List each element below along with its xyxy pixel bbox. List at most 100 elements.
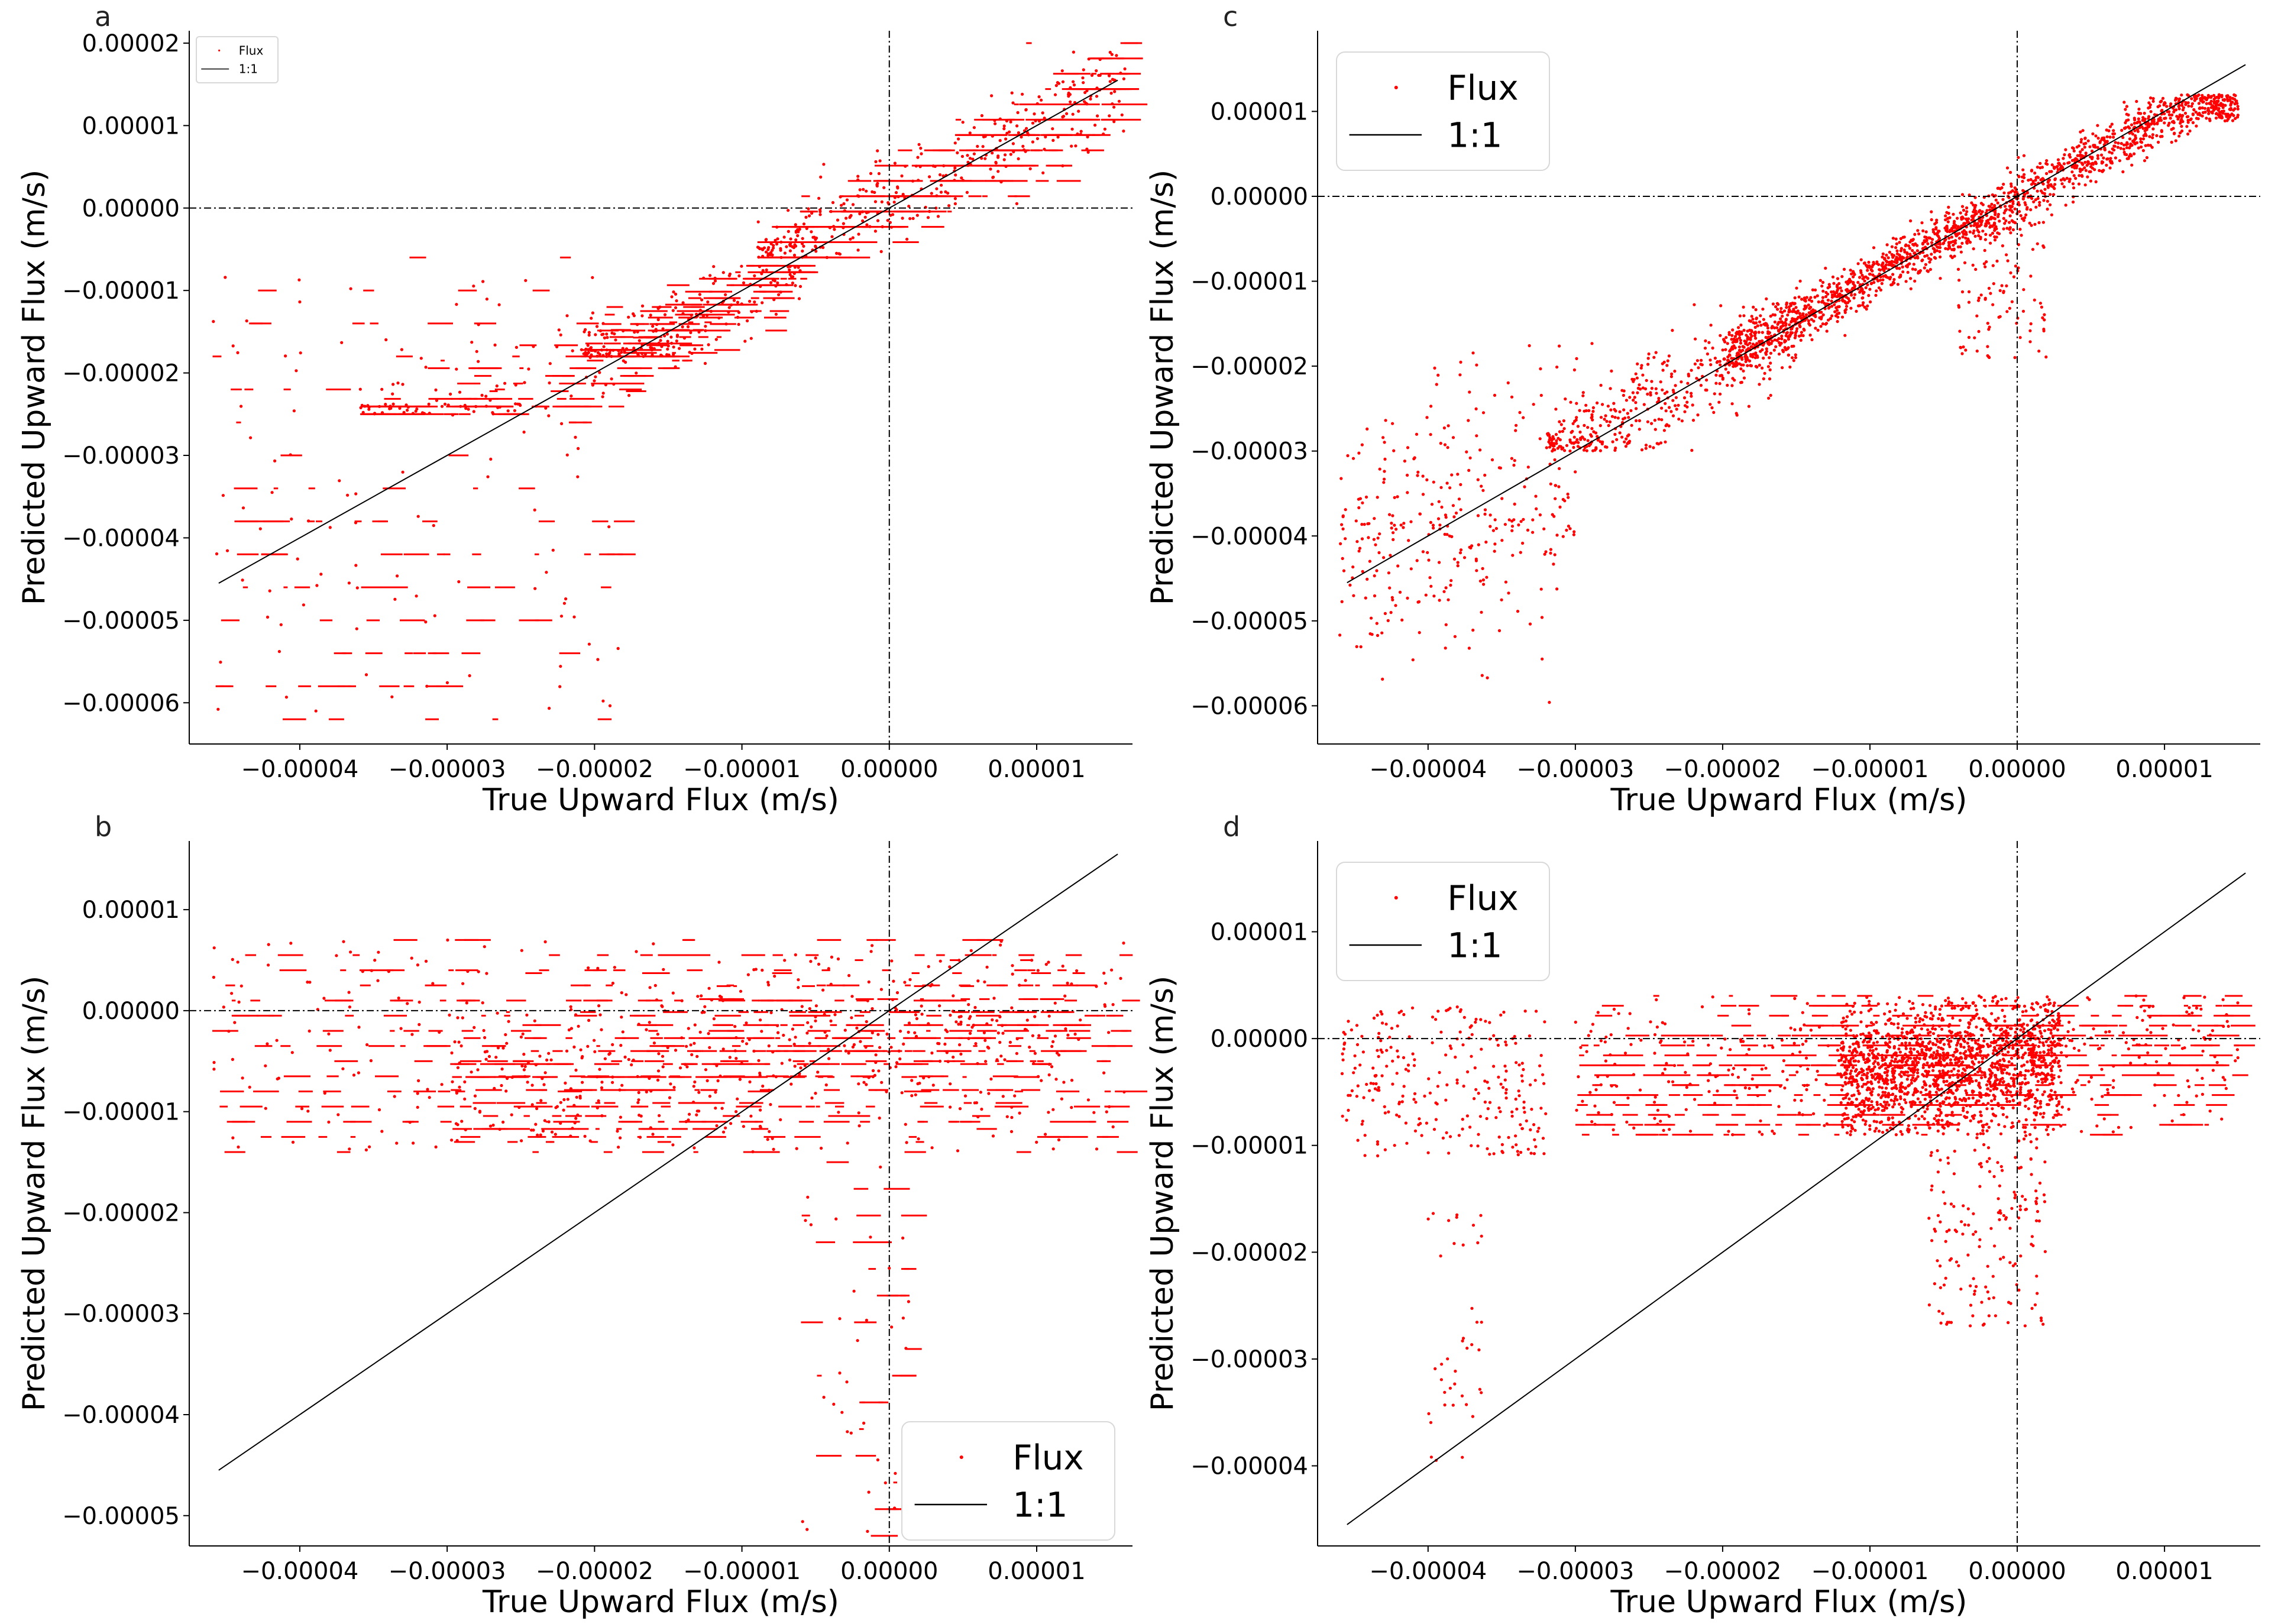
flux-point <box>858 1030 885 1032</box>
legend-flux-label: Flux <box>1012 1437 1084 1477</box>
flux-point <box>709 290 732 293</box>
flux-point <box>308 1029 311 1033</box>
flux-point <box>807 1030 831 1032</box>
flux-point <box>873 1050 885 1052</box>
flux-point <box>2038 200 2041 204</box>
flux-point <box>590 1141 598 1143</box>
flux-point <box>2102 156 2105 160</box>
flux-point <box>1647 352 1651 356</box>
flux-point <box>574 1013 578 1017</box>
flux-point <box>504 1033 507 1037</box>
flux-point <box>701 1121 728 1123</box>
flux-point <box>2040 177 2044 181</box>
flux-point <box>1664 440 1667 444</box>
flux-point <box>935 187 939 190</box>
flux-point <box>863 1045 873 1047</box>
flux-point <box>468 367 475 370</box>
flux-point <box>2073 166 2076 170</box>
flux-point <box>937 1042 941 1046</box>
flux-point <box>543 940 547 944</box>
flux-point <box>881 226 905 228</box>
flux-point <box>1686 381 1690 385</box>
flux-point <box>599 553 615 555</box>
flux-point <box>801 1321 823 1324</box>
flux-point <box>873 200 877 203</box>
flux-point <box>823 1012 826 1016</box>
flux-point <box>2197 102 2201 105</box>
flux-point <box>913 1050 926 1052</box>
flux-point <box>283 389 291 390</box>
flux-point <box>1005 131 1009 135</box>
flux-point <box>231 999 236 1002</box>
flux-point <box>904 164 907 168</box>
flux-point <box>879 1165 882 1169</box>
flux-point <box>767 246 771 250</box>
flux-point <box>596 355 604 358</box>
flux-point <box>826 984 845 986</box>
flux-point <box>735 271 741 273</box>
flux-point <box>2217 106 2221 111</box>
flux-point <box>349 950 352 954</box>
flux-point <box>1748 341 1752 345</box>
flux-point <box>1037 1034 1041 1037</box>
flux-point <box>702 276 706 280</box>
flux-point <box>688 297 701 299</box>
flux-point <box>538 1105 553 1108</box>
flux-point <box>227 1030 231 1033</box>
flux-point <box>2165 105 2169 108</box>
flux-point <box>689 331 693 335</box>
panel-label-a: a <box>95 1 111 33</box>
flux-point <box>1884 267 1888 270</box>
flux-point <box>794 1050 805 1052</box>
flux-point <box>656 318 660 322</box>
flux-point <box>1630 423 1633 427</box>
flux-point <box>878 1116 881 1120</box>
flux-point <box>1881 278 1885 282</box>
flux-point <box>949 1030 972 1032</box>
flux-point <box>1931 238 1934 241</box>
flux-point <box>1771 325 1774 328</box>
flux-point <box>2125 143 2129 146</box>
flux-point <box>1631 391 1635 394</box>
flux-point <box>1063 994 1067 998</box>
flux-point <box>665 353 669 357</box>
flux-point <box>810 211 814 215</box>
flux-point <box>651 1133 655 1136</box>
flux-point <box>1737 332 1741 336</box>
flux-point <box>428 397 438 400</box>
flux-point <box>699 316 716 319</box>
flux-point <box>911 972 920 974</box>
flux-point <box>1703 347 1707 350</box>
flux-point <box>1106 103 1116 105</box>
flux-point <box>834 1217 838 1221</box>
flux-point <box>917 1137 920 1141</box>
flux-point <box>618 383 645 384</box>
flux-point <box>1718 360 1722 363</box>
flux-point <box>857 1082 860 1086</box>
flux-point <box>775 1037 781 1039</box>
flux-point <box>693 347 697 351</box>
flux-point <box>850 1075 859 1078</box>
flux-point <box>1934 226 1938 229</box>
flux-point <box>2088 145 2092 148</box>
flux-point <box>2070 158 2074 162</box>
flux-point <box>1096 1014 1105 1017</box>
flux-point <box>290 1051 294 1054</box>
flux-point <box>1754 337 1758 340</box>
flux-point <box>2221 106 2225 109</box>
flux-point <box>943 1089 959 1091</box>
flux-point <box>492 397 513 400</box>
flux-point <box>532 1151 539 1153</box>
flux-point <box>1117 1151 1138 1153</box>
flux-point <box>519 367 524 370</box>
flux-point <box>593 1050 597 1053</box>
flux-point <box>1903 250 1907 254</box>
flux-point <box>2108 135 2112 139</box>
flux-point <box>237 1000 241 1004</box>
flux-point <box>714 1107 717 1110</box>
flux-point <box>611 1080 614 1084</box>
flux-point <box>547 414 551 418</box>
flux-point <box>2150 119 2154 122</box>
flux-point <box>663 1011 688 1013</box>
flux-point <box>983 1039 987 1042</box>
